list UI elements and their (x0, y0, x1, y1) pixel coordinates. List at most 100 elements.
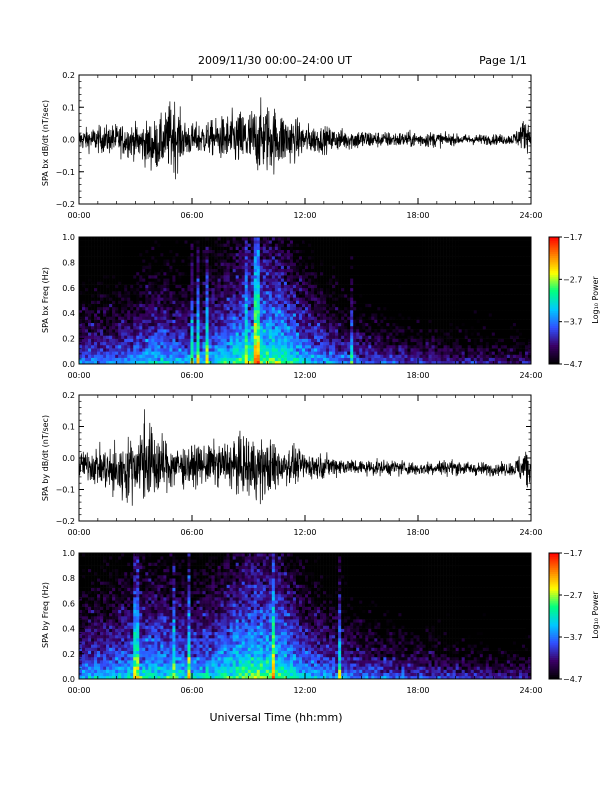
heatmap-cell (265, 335, 270, 339)
heatmap-cell (130, 252, 134, 257)
heatmap-cell (407, 348, 411, 352)
heatmap-cell (136, 290, 140, 295)
heatmap-cell (326, 348, 330, 352)
heatmap-cell (289, 243, 294, 247)
heatmap-cell (181, 360, 185, 365)
heatmap-cell (277, 281, 282, 285)
heatmap-cell (139, 290, 143, 295)
heatmap-cell (416, 246, 420, 250)
heatmap-cell (163, 256, 167, 260)
heatmap-cell (392, 278, 396, 282)
heatmap-cell (175, 237, 179, 241)
heatmap-cell (383, 344, 387, 349)
heatmap-cell (211, 303, 215, 308)
heatmap-cell (416, 338, 420, 343)
heatmap-cell (362, 246, 366, 250)
heatmap-cell (259, 268, 264, 273)
heatmap-cell (320, 268, 324, 273)
heatmap-cell (166, 246, 170, 250)
heatmap-cell (118, 351, 122, 355)
heatmap-cell (145, 348, 149, 352)
heatmap-cell (250, 344, 255, 349)
y-tick-label: 0.2 (62, 71, 75, 80)
heatmap-cell (314, 319, 318, 324)
heatmap-cell (115, 259, 119, 263)
heatmap-cell (250, 287, 255, 292)
heatmap-cell (298, 240, 303, 244)
heatmap-cell (235, 268, 239, 273)
heatmap-cell (88, 249, 92, 254)
heatmap-cell (425, 316, 429, 320)
heatmap-cell (130, 338, 134, 343)
heatmap-cell (428, 306, 432, 311)
heatmap-cell (166, 313, 170, 317)
heatmap-cell (383, 281, 387, 285)
heatmap-cell (238, 249, 243, 254)
heatmap-cell (112, 275, 116, 279)
heatmap-cell (220, 332, 224, 336)
heatmap-cell (133, 348, 137, 352)
heatmap-cell (298, 246, 303, 250)
heatmap-cell (374, 360, 378, 365)
heatmap-cell (410, 319, 414, 324)
heatmap-cell (220, 256, 224, 260)
heatmap-cell (163, 271, 167, 276)
heatmap-cell (91, 281, 95, 285)
heatmap-cell (166, 319, 170, 324)
heatmap-cell (383, 262, 387, 266)
heatmap-cell (238, 281, 243, 285)
heatmap-cell (443, 357, 447, 362)
heatmap-cell (196, 357, 200, 362)
heatmap-cell (443, 275, 447, 279)
heatmap-cell (232, 322, 236, 327)
heatmap-cell (181, 246, 185, 250)
figure-title: 2009/11/30 00:00–24:00 UT (198, 54, 352, 67)
heatmap-cell (332, 256, 336, 260)
heatmap-cell (350, 297, 354, 301)
heatmap-cell (169, 341, 173, 346)
heatmap-cell (365, 329, 369, 333)
heatmap-cell (172, 348, 176, 352)
heatmap-cell (232, 348, 236, 352)
heatmap-cell (223, 316, 227, 320)
heatmap-cell (169, 271, 173, 276)
heatmap-cell (341, 322, 345, 327)
heatmap-cell (193, 281, 197, 285)
heatmap-cell (289, 259, 294, 263)
heatmap-cell (338, 325, 342, 330)
heatmap-cell (398, 290, 402, 295)
heatmap-cell (178, 275, 182, 279)
heatmap-cell (386, 256, 390, 260)
heatmap-cell (323, 303, 327, 308)
heatmap-cell (268, 256, 273, 260)
heatmap-cell (136, 240, 140, 244)
heatmap-cell (88, 338, 92, 343)
heatmap-cell (338, 297, 342, 301)
heatmap-cell (247, 240, 252, 244)
heatmap-cell (292, 297, 297, 301)
heatmap-cell (280, 268, 285, 273)
heatmap-cell (151, 246, 155, 250)
heatmap-cell (166, 306, 170, 311)
heatmap-cell (434, 281, 438, 285)
heatmap-cell (347, 329, 351, 333)
heatmap-cell (226, 357, 230, 362)
heatmap-cell (190, 313, 194, 317)
heatmap-cell (410, 303, 414, 308)
heatmap-cell (419, 338, 423, 343)
heatmap-cell (133, 281, 137, 285)
heatmap-cell (262, 287, 267, 292)
heatmap-cell (256, 290, 261, 295)
heatmap-cell (301, 290, 306, 295)
heatmap-cell (386, 335, 390, 339)
heatmap-cell (250, 313, 255, 317)
heatmap-cell (335, 329, 339, 333)
heatmap-cell (277, 310, 282, 314)
heatmap-cell (100, 252, 104, 257)
heatmap-cell (112, 297, 116, 301)
heatmap-cell (431, 303, 435, 308)
heatmap-cell (443, 316, 447, 320)
heatmap-cell (268, 344, 273, 349)
heatmap-cell (121, 357, 125, 362)
heatmap-cell (88, 252, 92, 257)
